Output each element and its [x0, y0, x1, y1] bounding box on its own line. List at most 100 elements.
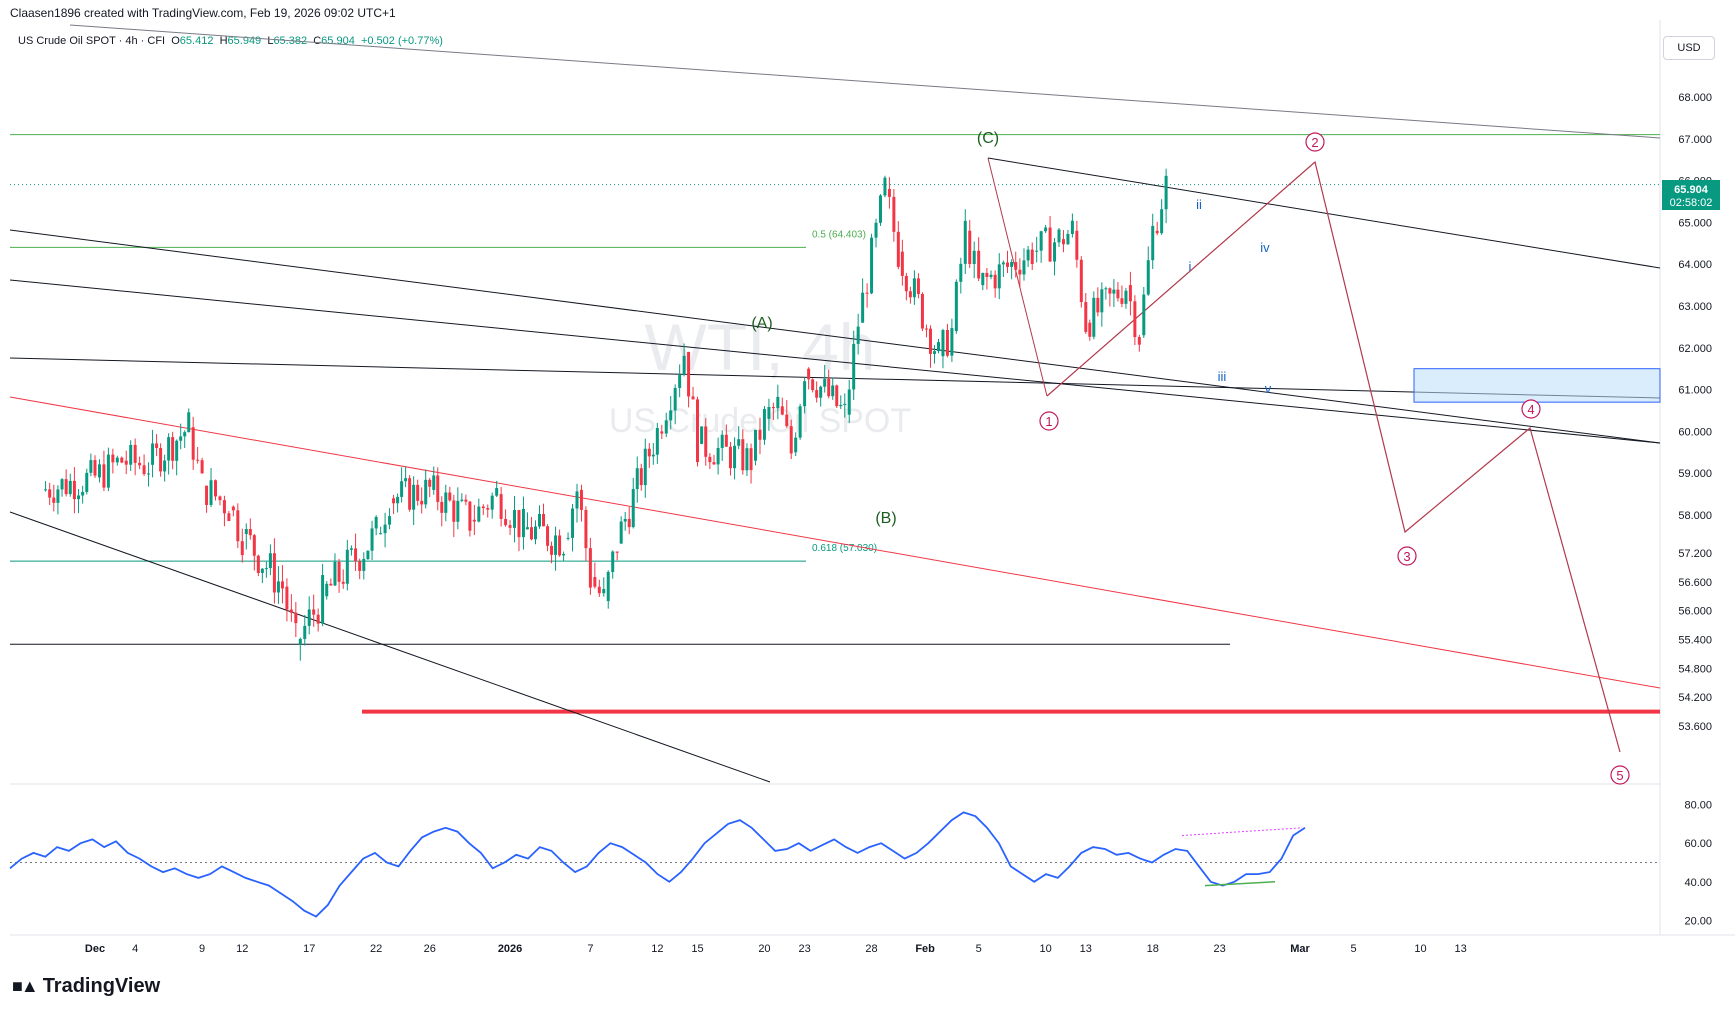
- open-value: 65.412: [179, 35, 214, 47]
- candle-body: [312, 609, 316, 615]
- trend-line: [9, 511, 771, 783]
- impulse-wave-marker: [1305, 132, 1325, 152]
- candle-body: [627, 518, 631, 528]
- price-tick-label: 65.000: [1678, 217, 1712, 229]
- candle-body: [345, 549, 349, 584]
- candle-body: [408, 478, 412, 510]
- rsi-tick-label: 40.00: [1684, 877, 1712, 889]
- impulse-wave-label: 3: [1403, 549, 1410, 564]
- candle-body: [579, 489, 583, 510]
- candle-body: [647, 448, 651, 457]
- candle-body: [611, 551, 615, 572]
- candle-body: [651, 454, 655, 457]
- candle-body: [1124, 290, 1128, 304]
- candle-body: [989, 274, 993, 277]
- candle-body: [993, 274, 997, 289]
- time-tick-label: 23: [798, 943, 810, 955]
- candle-body: [754, 429, 758, 461]
- candle-body: [155, 443, 159, 449]
- candle-body: [495, 488, 499, 496]
- price-axis[interactable]: 68.00067.00066.00065.00064.00063.00062.0…: [1678, 92, 1712, 927]
- candle-body: [687, 351, 691, 397]
- price-chart[interactable]: WTI, 4h US Crude Oil SPOT 0.5 (64.403)0.…: [0, 0, 1735, 960]
- trend-line: [69, 24, 1661, 139]
- candle-body: [424, 479, 428, 505]
- abc-wave-label: (C): [977, 130, 999, 147]
- price-tick-label: 61.000: [1678, 385, 1712, 397]
- candle-body: [236, 510, 240, 542]
- tradingview-logo[interactable]: ■▲ TradingView: [12, 975, 160, 998]
- candle-body: [264, 568, 268, 570]
- candle-body: [852, 343, 856, 390]
- candle-body: [1061, 239, 1065, 245]
- candle-body: [843, 403, 847, 405]
- symbol-name[interactable]: US Crude Oil SPOT · 4h · CFI: [18, 35, 166, 47]
- candle-body: [827, 378, 831, 397]
- candle-body: [963, 220, 967, 264]
- price-tick-label: 54.800: [1678, 663, 1712, 675]
- candle-body: [240, 541, 244, 556]
- candle-body: [1120, 298, 1124, 304]
- time-tick-label: 5: [1350, 943, 1356, 955]
- candle-body: [358, 561, 362, 571]
- time-tick-label: 28: [865, 943, 877, 955]
- candle-body: [60, 479, 64, 490]
- candle-body: [420, 500, 424, 505]
- candle-body: [102, 464, 106, 488]
- candle-body: [222, 500, 226, 514]
- candle-body: [163, 460, 167, 472]
- candle-body: [1066, 234, 1070, 245]
- candle-body: [468, 501, 472, 531]
- candle-body: [785, 414, 789, 427]
- candle-body: [937, 342, 940, 352]
- time-tick-label: 17: [303, 943, 315, 955]
- candle-body: [48, 489, 52, 498]
- subwave-label: iii: [1218, 369, 1227, 384]
- candle-body: [72, 480, 76, 500]
- candle-body: [819, 386, 823, 398]
- candle-body: [1128, 285, 1132, 302]
- candle-body: [248, 529, 252, 536]
- candle-body: [1035, 250, 1039, 252]
- candle-body: [187, 412, 191, 433]
- price-tick-label: 58.000: [1678, 510, 1712, 522]
- candle-body: [682, 355, 686, 375]
- subwave-label: ii: [1196, 197, 1202, 212]
- candle-body: [615, 551, 619, 553]
- candle-body: [639, 468, 643, 486]
- candle-body: [383, 524, 387, 534]
- rsi-divergence-line: [1204, 881, 1276, 887]
- candle-body: [366, 550, 370, 559]
- candle-body: [106, 454, 110, 488]
- candle-body: [803, 381, 807, 407]
- candle-body: [44, 489, 48, 491]
- time-axis[interactable]: Dec 4 9 12 17 22 26 2026 7 12 15 20 23 28 Feb 5 10 13 18 23…: [85, 943, 1467, 955]
- candle-body: [635, 468, 639, 490]
- time-tick-label: 5: [976, 943, 982, 955]
- time-tick-label: 13: [1455, 943, 1467, 955]
- price-tick-label: 68.000: [1678, 92, 1712, 104]
- candle-body: [558, 535, 562, 556]
- rsi-tick-label: 60.00: [1684, 838, 1712, 850]
- bar-countdown: 02:58:02: [1670, 197, 1713, 209]
- candle-body: [1010, 262, 1014, 267]
- impulse-wave-label: 1: [1045, 414, 1052, 429]
- candle-body: [171, 437, 175, 461]
- currency-button[interactable]: USD: [1663, 36, 1715, 60]
- candle-body: [720, 434, 724, 448]
- candle-body: [272, 553, 276, 593]
- candle-body: [521, 508, 525, 538]
- candle-body: [85, 472, 89, 492]
- candle-body: [1100, 289, 1104, 313]
- candle-body: [916, 278, 920, 294]
- candle-body: [477, 506, 481, 522]
- impulse-wave-marker: [1610, 765, 1630, 785]
- candle-body: [513, 509, 517, 528]
- candle-body: [606, 571, 610, 602]
- subwave-label: v: [1265, 381, 1272, 396]
- candle-body: [200, 460, 204, 474]
- candle-body: [303, 625, 307, 639]
- candle-body: [374, 516, 378, 529]
- candle-body: [664, 420, 668, 434]
- candle-body: [945, 330, 949, 356]
